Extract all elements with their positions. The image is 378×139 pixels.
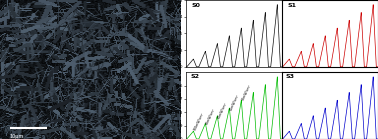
Text: 100mW/cm²: 100mW/cm² xyxy=(193,111,204,131)
Text: 10μm: 10μm xyxy=(10,134,24,139)
Text: 45mW/cm²: 45mW/cm² xyxy=(229,93,240,111)
Text: 30mW/cm²: 30mW/cm² xyxy=(241,84,253,102)
Text: S1: S1 xyxy=(288,3,297,8)
Text: 60mW/cm²: 60mW/cm² xyxy=(217,101,228,119)
Text: S2: S2 xyxy=(190,74,199,79)
Text: S0: S0 xyxy=(192,3,201,8)
Text: 80mW/cm²: 80mW/cm² xyxy=(205,108,216,126)
Y-axis label: Response (%): Response (%) xyxy=(170,17,175,50)
Y-axis label: Response (%): Response (%) xyxy=(170,89,175,122)
Text: S3: S3 xyxy=(286,74,295,79)
